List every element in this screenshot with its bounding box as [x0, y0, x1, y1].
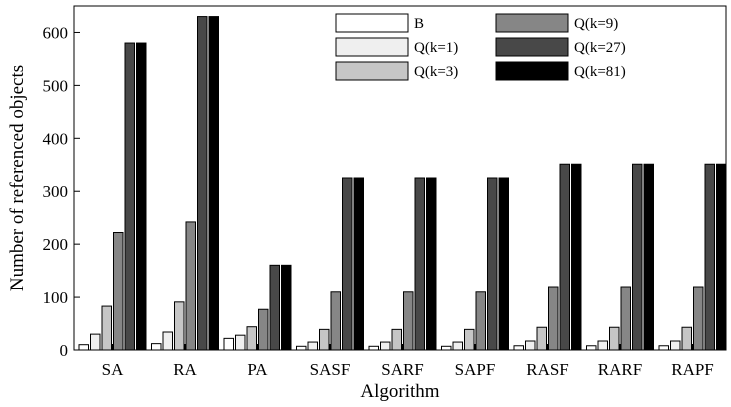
legend-swatch-5: [495, 61, 569, 81]
bar-rarf-series-4: [632, 163, 643, 351]
x-tick-label-sa: SA: [102, 360, 124, 379]
bar-pa-series-1: [235, 334, 246, 351]
y-tick-label: 200: [43, 235, 69, 254]
bar-sasf-series-1: [307, 341, 318, 351]
bar-sarf-series-2: [391, 328, 402, 351]
y-tick-label: 500: [43, 76, 69, 95]
legend-swatch-1: [335, 37, 409, 57]
bar-sarf-series-3: [403, 291, 414, 351]
bar-rarf-series-1: [597, 340, 608, 351]
bar-ra-series-0: [151, 343, 162, 351]
bar-sasf-series-4: [342, 177, 353, 351]
bar-rasf-series-0: [513, 345, 524, 351]
bar-sarf-series-4: [414, 177, 425, 351]
bar-sapf-series-3: [475, 291, 486, 351]
bar-rasf-series-5: [571, 163, 582, 351]
bar-rapf-series-0: [658, 345, 669, 351]
bar-rasf-series-2: [536, 326, 547, 351]
legend-swatch-0: [335, 13, 409, 33]
bar-sasf-series-2: [319, 328, 330, 351]
y-tick-label: 100: [43, 288, 69, 307]
x-tick-label-rasf: RASF: [526, 360, 569, 379]
legend-label-3: Q(k=9): [574, 16, 618, 32]
x-tick-label-rarf: RARF: [598, 360, 642, 379]
legend-swatch-2: [335, 61, 409, 81]
y-tick-label: 400: [43, 129, 69, 148]
bar-pa-series-5: [281, 264, 292, 351]
bar-rasf-series-4: [559, 163, 570, 351]
bar-ra-series-2: [174, 301, 185, 351]
plot-frame: [73, 5, 727, 351]
bar-pa-series-4: [269, 264, 280, 351]
bar-pa-series-3: [258, 308, 269, 351]
bar-sasf-series-0: [296, 345, 307, 351]
bar-ra-series-5: [208, 16, 219, 351]
bar-rasf-series-3: [548, 286, 559, 351]
bar-sasf-series-3: [330, 291, 341, 351]
legend-label-2: Q(k=3): [414, 64, 458, 80]
bar-pa-series-2: [246, 326, 257, 351]
bar-sarf-series-0: [368, 345, 379, 351]
x-tick-label-sapf: SAPF: [455, 360, 496, 379]
y-axis: 0 100 200 300 400 500 600: [43, 23, 80, 360]
bar-rapf-series-3: [693, 286, 704, 351]
legend-swatch-4: [495, 37, 569, 57]
bar-rapf-series-4: [704, 163, 715, 351]
bar-sasf-series-5: [353, 177, 364, 351]
bar-pa-series-0: [223, 337, 234, 351]
y-tick-label: 300: [43, 182, 69, 201]
legend-swatch-3: [495, 13, 569, 33]
bar-sapf-series-5: [498, 177, 509, 351]
bar-ra-series-4: [197, 16, 208, 351]
bar-sapf-series-4: [487, 177, 498, 351]
legend-label-0: B: [414, 16, 424, 32]
y-tick-label: 600: [43, 23, 69, 42]
bar-sa-series-0: [78, 344, 89, 351]
bar-sapf-series-2: [464, 328, 475, 351]
bar-ra-series-1: [162, 331, 173, 351]
bars: [78, 16, 727, 351]
bar-rapf-series-1: [670, 340, 681, 351]
bar-sapf-series-1: [452, 341, 463, 351]
x-axis-title: Algorithm: [360, 381, 439, 402]
x-tick-label-rapf: RAPF: [671, 360, 714, 379]
bar-sapf-series-0: [441, 345, 452, 351]
legend-label-4: Q(k=27): [574, 40, 626, 56]
x-tick-label-sarf: SARF: [381, 360, 424, 379]
legend-label-1: Q(k=1): [414, 40, 458, 56]
legend: B Q(k=1) Q(k=3) Q(k=9) Q(k=27) Q(k=81): [335, 13, 626, 81]
bar-sa-series-2: [101, 305, 112, 351]
bar-ra-series-3: [185, 221, 196, 351]
bar-rarf-series-2: [609, 326, 620, 351]
bar-rarf-series-3: [620, 286, 631, 351]
bar-rasf-series-1: [525, 340, 536, 351]
bar-rarf-series-0: [586, 345, 597, 351]
bar-sa-series-4: [124, 42, 135, 351]
y-axis-title: Number of referenced objects: [7, 65, 28, 291]
y-tick-label: 0: [60, 341, 69, 360]
bar-sarf-series-5: [426, 177, 437, 351]
x-tick-label-ra: RA: [173, 360, 197, 379]
bar-rapf-series-5: [716, 163, 727, 351]
bar-sa-series-3: [113, 232, 124, 351]
bar-rarf-series-5: [643, 163, 654, 351]
bar-sa-series-5: [136, 42, 147, 351]
x-axis: SA RA PA SASF SARF SAPF RASF RARF RAPF: [102, 344, 714, 379]
bar-sarf-series-1: [380, 341, 391, 351]
bar-rapf-series-2: [681, 326, 692, 351]
x-tick-label-pa: PA: [247, 360, 268, 379]
x-tick-label-sasf: SASF: [310, 360, 351, 379]
bar-sa-series-1: [90, 333, 101, 351]
legend-label-5: Q(k=81): [574, 64, 626, 80]
